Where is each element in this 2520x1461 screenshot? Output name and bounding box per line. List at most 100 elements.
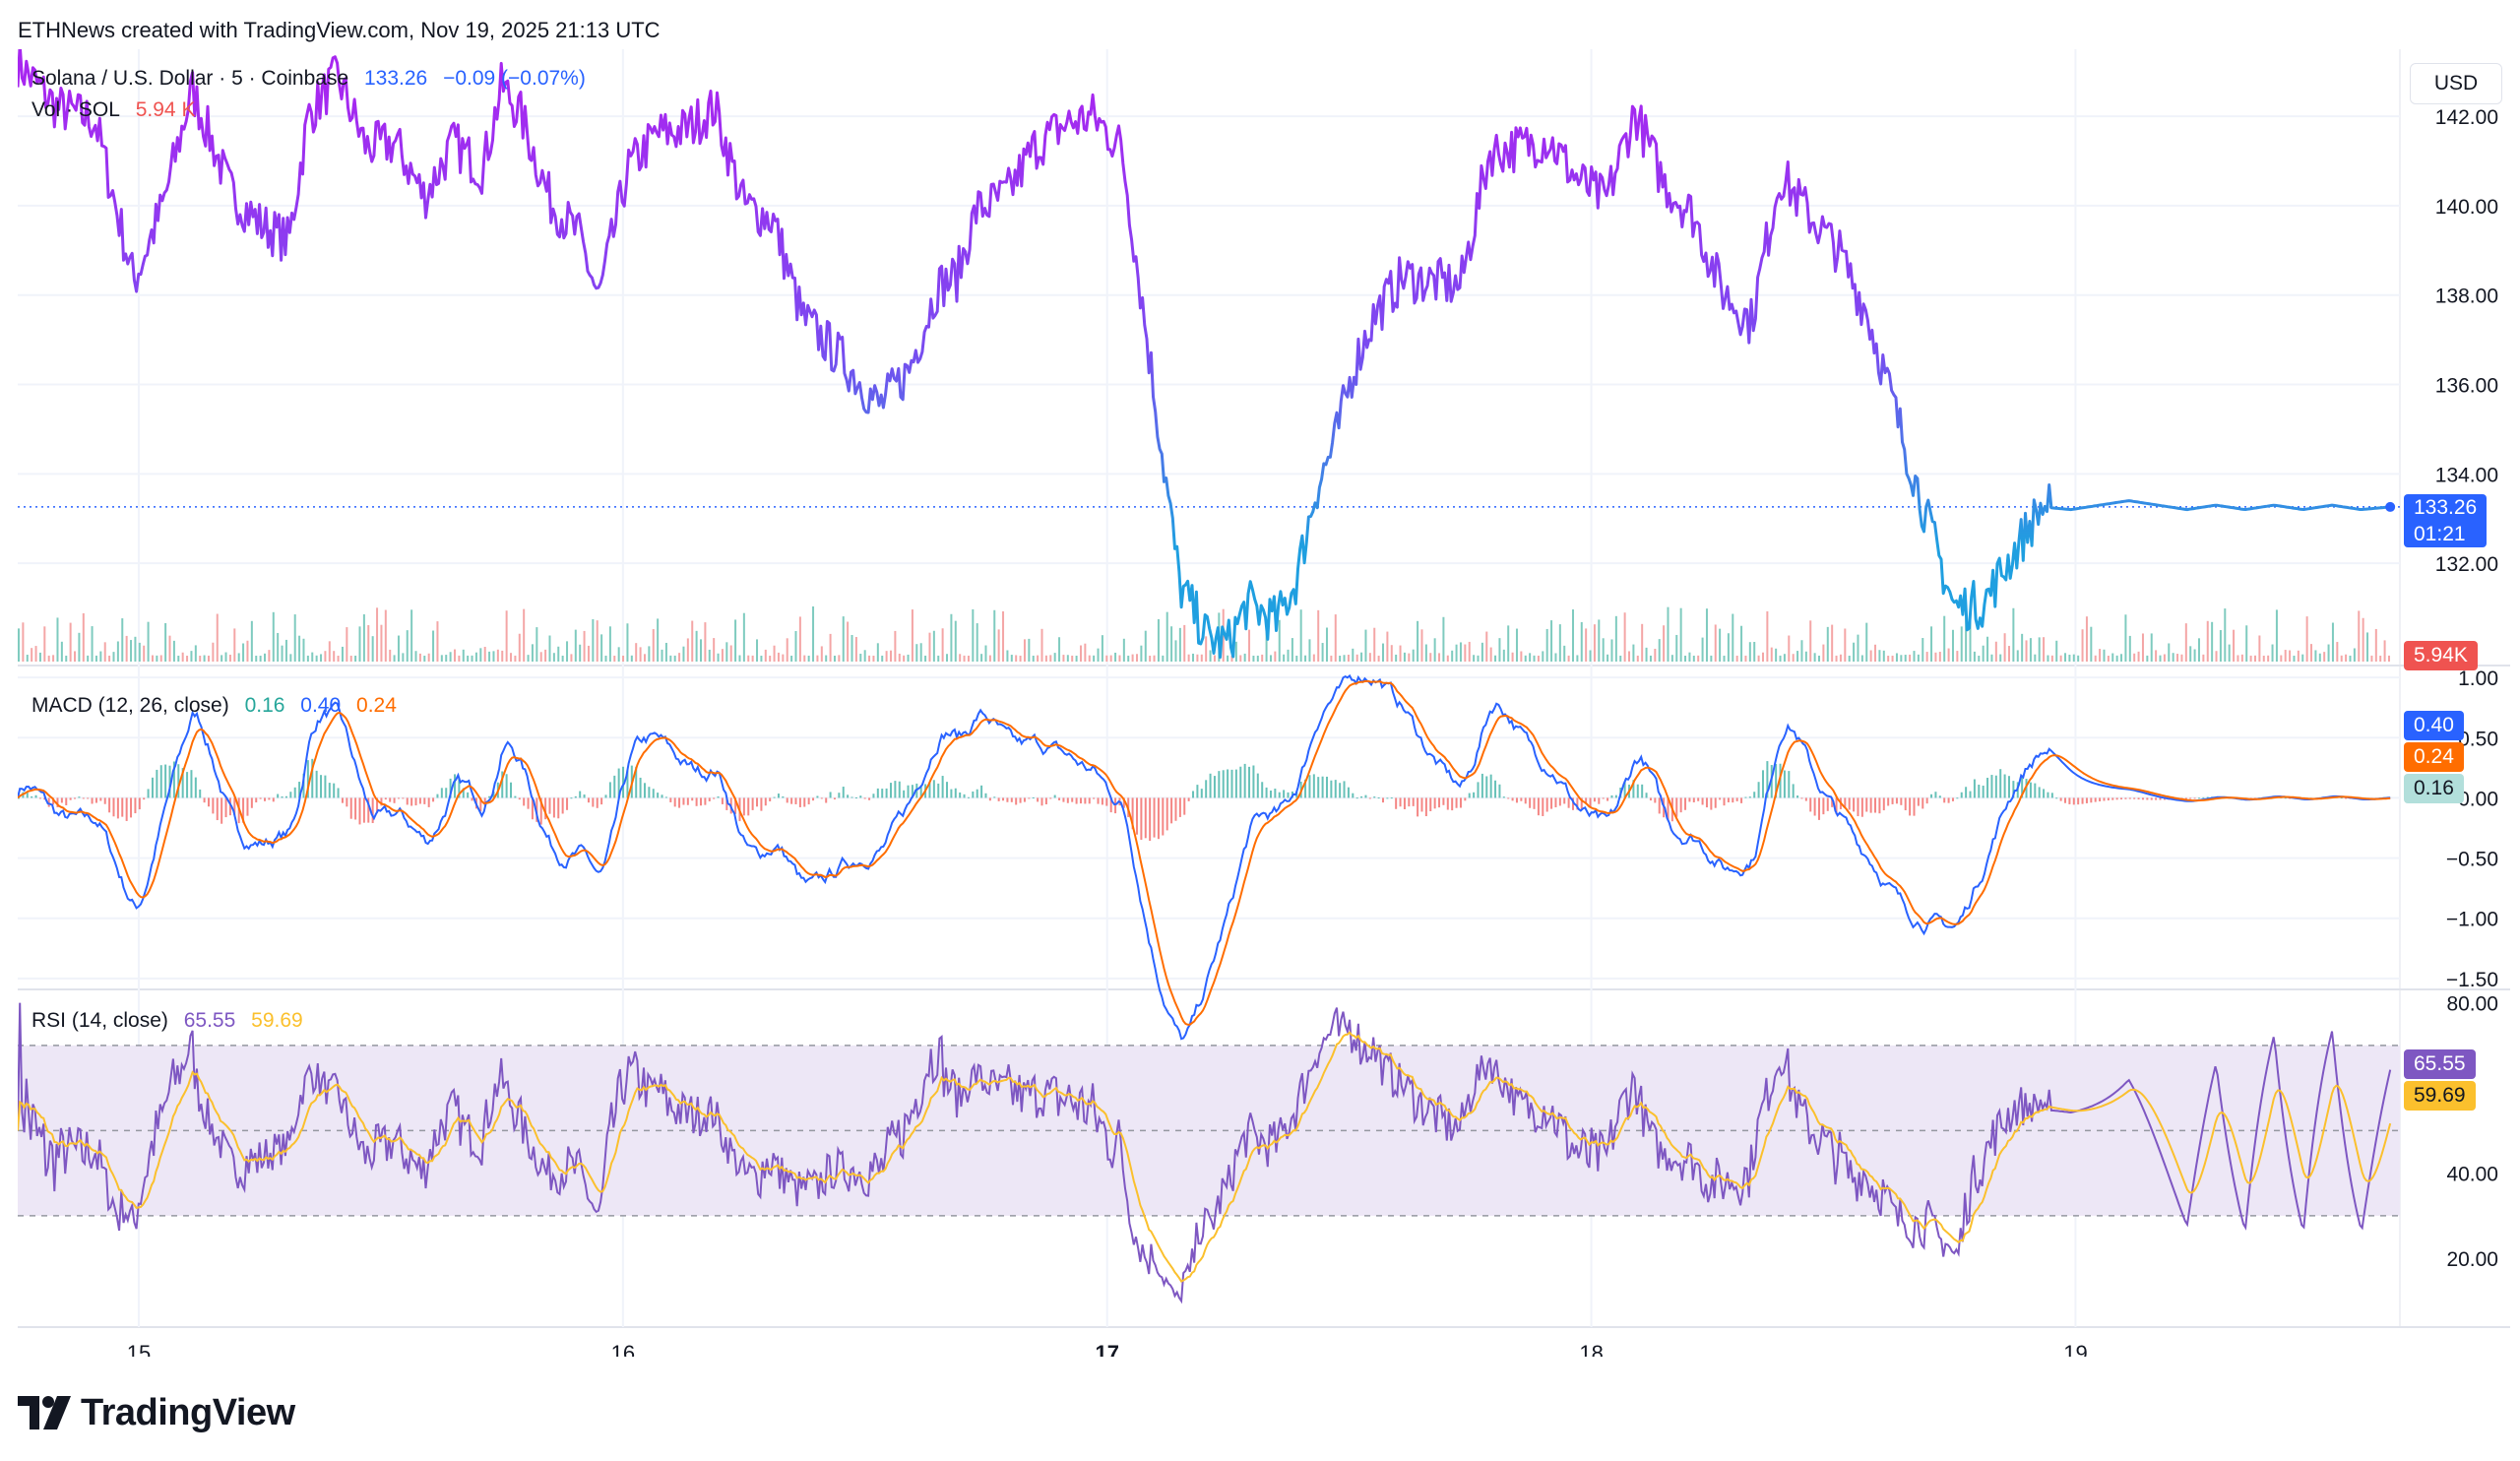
tradingview-logo-icon xyxy=(18,1396,71,1429)
macd-histogram-bar xyxy=(1925,797,1928,804)
macd-histogram-bar xyxy=(2111,797,2114,800)
volume-bar xyxy=(1390,645,1393,662)
macd-histogram-bar xyxy=(38,797,41,799)
volume-bar xyxy=(566,641,569,662)
volume-bar xyxy=(1040,628,1043,662)
volume-bar xyxy=(1446,655,1449,662)
volume-bar xyxy=(1869,650,1872,662)
macd-histogram-bar xyxy=(648,787,651,798)
volume-bar xyxy=(2258,635,2261,662)
volume-bar xyxy=(116,641,119,662)
volume-bar xyxy=(2314,650,2317,662)
volume-bar xyxy=(700,639,703,662)
volume-bar xyxy=(1114,652,1117,662)
volume-bar xyxy=(224,652,227,662)
volume-bar xyxy=(1192,653,1195,662)
macd-histogram-bar xyxy=(1529,797,1532,808)
volume-bar xyxy=(2362,617,2364,662)
macd-histogram-bar xyxy=(1480,773,1483,798)
macd-histogram-bar xyxy=(2034,783,2037,798)
chart-canvas[interactable]: 15 16 17 18 19 142.00 140.00 138.00 136.00 134.00… xyxy=(18,49,2510,1357)
tradingview-logo[interactable]: TradingView xyxy=(18,1388,295,1437)
volume-bar xyxy=(445,655,448,662)
volume-bar xyxy=(678,653,681,662)
macd-histogram-bar xyxy=(1860,797,1863,817)
volume-bar xyxy=(1312,654,1315,662)
volume-bar xyxy=(544,649,547,662)
macd-histogram-bar xyxy=(1714,797,1717,808)
volume-bar xyxy=(1122,638,1125,662)
volume-bar xyxy=(2327,644,2330,662)
volume-bar xyxy=(2081,629,2084,662)
volume-bar xyxy=(358,626,361,662)
volume-bar xyxy=(838,655,841,662)
macd-histogram-bar xyxy=(1071,797,1074,802)
macd-histogram-bar xyxy=(972,791,975,798)
volume-bar xyxy=(1645,647,1648,662)
price-tick-label: 136.00 xyxy=(2435,375,2498,398)
macd-histogram-bar xyxy=(418,797,421,804)
macd-histogram-bar xyxy=(1429,797,1432,811)
macd-histogram-bar xyxy=(1913,797,1916,816)
macd-histogram-bar xyxy=(143,797,146,800)
macd-tick-label: −1.00 xyxy=(2446,909,2498,931)
currency-button[interactable]: USD xyxy=(2410,63,2502,104)
macd-histogram-bar xyxy=(1960,792,1963,798)
volume-bar xyxy=(967,655,970,662)
volume-bar xyxy=(1857,634,1859,662)
volume-bar xyxy=(1887,656,1890,662)
volume-bar xyxy=(1800,640,1803,662)
price-change-value: −0.09 (−0.07%) xyxy=(443,67,586,90)
volume-bar xyxy=(492,651,495,662)
macd-histogram-bar xyxy=(1446,797,1449,810)
macd-histogram-bar xyxy=(1122,797,1125,808)
macd-histogram-bar xyxy=(1636,784,1639,798)
macd-histogram-bar xyxy=(742,797,745,816)
volume-bar xyxy=(1719,628,1722,662)
volume-bar xyxy=(1943,615,1946,662)
macd-histogram-bar xyxy=(164,764,167,798)
volume-bar xyxy=(2202,654,2205,662)
macd-histogram-bar xyxy=(1386,797,1389,799)
volume-bar xyxy=(362,614,365,662)
volume-bar xyxy=(2038,637,2041,662)
macd-histogram-bar xyxy=(691,797,694,801)
chart-frame[interactable]: 15 16 17 18 19 142.00 140.00 138.00 136.00 134.00… xyxy=(18,49,2510,1357)
volume-bar xyxy=(2115,655,2118,662)
volume-bar xyxy=(1187,654,1190,662)
volume-bar xyxy=(769,655,772,662)
volume-bar xyxy=(2180,654,2183,662)
macd-histogram-bar xyxy=(1951,797,1954,801)
volume-bar xyxy=(643,654,646,662)
volume-bar xyxy=(760,655,763,662)
volume-bar xyxy=(2289,650,2292,662)
macd-histogram-bar xyxy=(803,797,806,807)
rsi-ma-line xyxy=(18,1031,2392,1283)
volume-bar xyxy=(1140,645,1143,662)
volume-bar xyxy=(164,622,167,662)
volume-bar xyxy=(1951,629,1954,662)
macd-histogram-bar xyxy=(1205,780,1208,798)
volume-bar xyxy=(1304,655,1307,662)
volume-bar xyxy=(1550,620,1553,662)
volume-bar xyxy=(2163,654,2166,662)
macd-histogram-bar xyxy=(349,797,352,819)
macd-histogram-bar xyxy=(1239,766,1242,798)
chart-header: ETHNews created with TradingView.com, No… xyxy=(18,18,661,42)
volume-bar xyxy=(1999,654,2002,662)
macd-histogram-bar xyxy=(1654,797,1657,803)
bar-countdown: 01:21 xyxy=(2414,523,2466,545)
volume-bar xyxy=(664,642,667,662)
macd-histogram-bar xyxy=(695,797,698,806)
macd-histogram-bar xyxy=(1938,795,1941,798)
macd-histogram-bar xyxy=(2115,797,2118,800)
macd-histogram-bar xyxy=(2047,792,2049,798)
volume-bar xyxy=(1468,641,1471,662)
macd-histogram-bar xyxy=(946,782,949,798)
macd-histogram-bar xyxy=(1649,797,1652,801)
volume-bar xyxy=(43,626,46,662)
macd-histogram-bar xyxy=(78,796,81,798)
volume-bar xyxy=(903,655,906,662)
volume-bar xyxy=(1339,656,1342,662)
macd-histogram-bar xyxy=(320,775,323,798)
